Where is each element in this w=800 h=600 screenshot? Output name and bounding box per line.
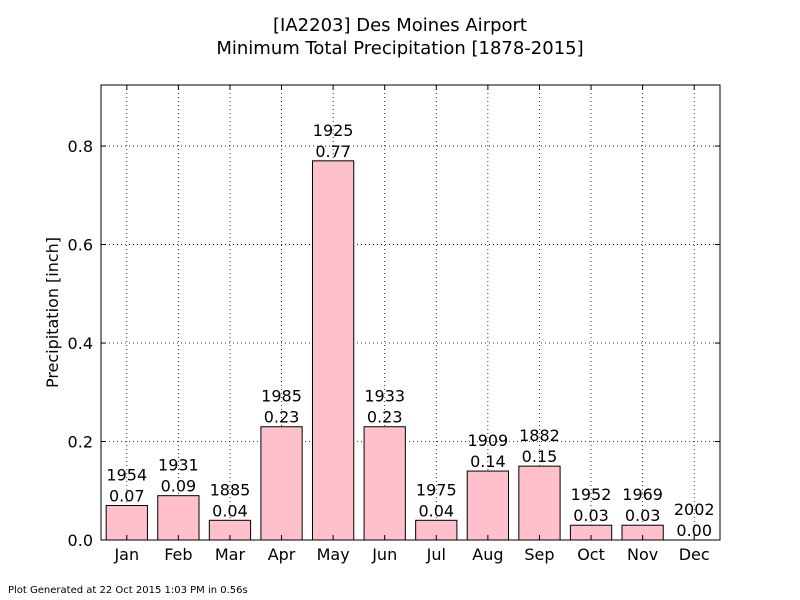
y-axis-label: Precipitation [inch]: [43, 237, 62, 388]
bar-value-label: 0.07: [109, 487, 145, 506]
x-tick-label: Feb: [164, 545, 192, 564]
bar-value-label: 0.15: [522, 447, 558, 466]
footer-timestamp: Plot Generated at 22 Oct 2015 1:03 PM in…: [8, 585, 248, 596]
x-tick-label: Sep: [524, 545, 554, 564]
bar-value-label: 0.04: [212, 501, 248, 520]
bar-year-label: 1885: [210, 480, 251, 499]
x-tick-label: Mar: [215, 545, 246, 564]
x-tick-label: Oct: [577, 545, 605, 564]
bar-year-label: 1975: [416, 480, 457, 499]
y-tick-label: 0.6: [68, 236, 93, 255]
x-tick-label: Nov: [627, 545, 658, 564]
bar: [363, 426, 406, 541]
bar-value-label: 0.77: [315, 142, 351, 161]
x-tick-label: Jun: [371, 545, 397, 564]
bar-value-label: 0.03: [573, 506, 609, 525]
bar: [518, 465, 561, 541]
bar: [311, 160, 355, 541]
bar-year-label: 1931: [158, 456, 199, 475]
bar: [105, 505, 148, 541]
y-tick-label: 0.8: [68, 137, 93, 156]
bar-year-label: 1909: [468, 431, 509, 450]
bar-year-label: 1969: [622, 485, 663, 504]
bar-year-label: 1882: [519, 426, 560, 445]
x-tick-label: May: [317, 545, 350, 564]
y-tick-label: 0.2: [68, 433, 93, 452]
x-tick-label: Aug: [472, 545, 503, 564]
bar: [260, 426, 303, 541]
bar-value-label: 0.03: [625, 506, 661, 525]
bar: [157, 495, 200, 541]
bar-year-label: 1925: [313, 121, 354, 140]
chart-title-line1: [IA2203] Des Moines Airport: [273, 15, 527, 36]
x-tick-label: Jan: [113, 545, 139, 564]
y-tick-label: 0.0: [68, 531, 93, 550]
bar-year-label: 1954: [106, 466, 147, 485]
bar-value-label: 0.04: [418, 501, 454, 520]
bar-value-label: 0.00: [676, 521, 712, 540]
plot-frame: [100, 84, 721, 541]
bar: [466, 470, 510, 541]
chart-title-line2: Minimum Total Precipitation [1878-2015]: [216, 38, 584, 59]
x-tick-label: Jul: [426, 545, 446, 564]
x-tick-label: Dec: [679, 545, 710, 564]
bar-year-label: 1933: [364, 387, 405, 406]
bar-value-label: 0.14: [470, 452, 506, 471]
x-tick-label: Apr: [268, 545, 296, 564]
bar-value-label: 0.23: [367, 408, 403, 427]
bar-value-label: 0.23: [264, 408, 300, 427]
bar-year-label: 2002: [674, 500, 715, 519]
bar-value-label: 0.09: [161, 477, 197, 496]
bar-year-label: 1952: [571, 485, 612, 504]
bar-year-label: 1985: [261, 387, 302, 406]
y-tick-label: 0.4: [68, 334, 93, 353]
